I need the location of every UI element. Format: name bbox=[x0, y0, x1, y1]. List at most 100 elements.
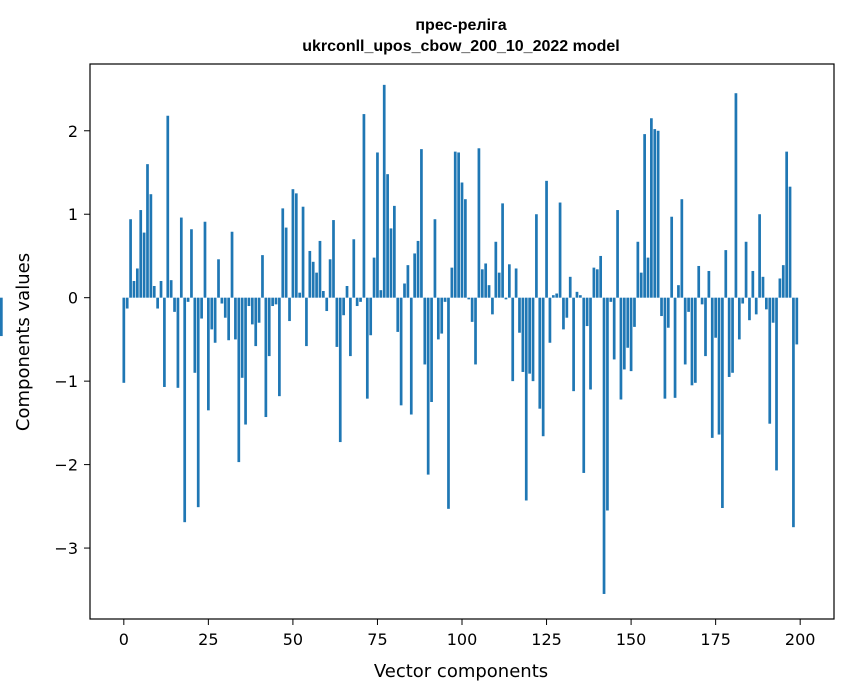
bar bbox=[0, 297, 3, 337]
bar bbox=[430, 297, 433, 402]
bar bbox=[288, 297, 291, 322]
bar bbox=[643, 134, 646, 298]
bar bbox=[778, 278, 782, 298]
bar bbox=[531, 297, 535, 382]
bar bbox=[156, 297, 159, 309]
bar bbox=[443, 297, 447, 302]
x-axis-ticks: 0 25 50 75 100 125 150 175 200 bbox=[119, 619, 815, 649]
bar bbox=[761, 276, 765, 298]
bars-group bbox=[0, 84, 799, 594]
bar bbox=[744, 241, 748, 298]
bar bbox=[433, 219, 437, 298]
bar bbox=[595, 269, 599, 298]
bar bbox=[717, 297, 721, 435]
bar bbox=[352, 239, 356, 298]
bar bbox=[548, 297, 552, 343]
bar bbox=[535, 214, 538, 298]
bar bbox=[470, 297, 474, 322]
bar bbox=[359, 297, 362, 302]
bar bbox=[727, 297, 731, 377]
bar bbox=[474, 297, 477, 365]
bar bbox=[660, 297, 663, 317]
x-tick-label: 0 bbox=[119, 630, 129, 649]
bar bbox=[710, 297, 714, 438]
bar bbox=[626, 297, 630, 348]
bar bbox=[308, 250, 312, 298]
bar bbox=[190, 229, 193, 298]
bar bbox=[545, 180, 548, 298]
bar bbox=[616, 210, 619, 298]
bar bbox=[274, 297, 278, 305]
bar bbox=[585, 297, 589, 327]
bar bbox=[467, 297, 471, 300]
bar bbox=[666, 297, 670, 328]
bar bbox=[146, 164, 149, 298]
bar bbox=[491, 297, 494, 315]
bar bbox=[480, 269, 484, 298]
bar bbox=[673, 297, 677, 398]
bar bbox=[139, 210, 143, 298]
bar bbox=[291, 189, 295, 298]
bar bbox=[355, 297, 359, 307]
bar bbox=[579, 295, 582, 298]
bar bbox=[731, 297, 734, 373]
bar bbox=[399, 297, 403, 406]
bar bbox=[436, 297, 440, 340]
bar bbox=[629, 297, 633, 372]
bar bbox=[484, 263, 488, 298]
x-tick-label: 150 bbox=[616, 630, 647, 649]
bar bbox=[186, 297, 190, 302]
bar bbox=[372, 257, 376, 298]
bar bbox=[237, 297, 241, 463]
x-tick-label: 75 bbox=[367, 630, 387, 649]
bar bbox=[765, 297, 768, 310]
bar bbox=[396, 297, 400, 332]
bar bbox=[142, 232, 146, 298]
bar bbox=[721, 297, 724, 508]
bar bbox=[338, 297, 342, 443]
bar bbox=[457, 152, 460, 298]
y-tick-label: 0 bbox=[68, 289, 78, 308]
bar bbox=[599, 255, 603, 298]
bar bbox=[420, 149, 423, 298]
bar bbox=[494, 241, 498, 298]
bar bbox=[413, 253, 417, 298]
bar bbox=[582, 297, 586, 473]
bar bbox=[342, 297, 345, 316]
bar bbox=[734, 93, 738, 298]
bar bbox=[609, 297, 613, 302]
bar bbox=[555, 293, 559, 298]
bar bbox=[298, 292, 302, 298]
bar bbox=[369, 297, 373, 336]
bar bbox=[281, 208, 285, 298]
bar bbox=[406, 265, 410, 298]
bar bbox=[775, 297, 778, 471]
bar bbox=[622, 297, 626, 370]
bar bbox=[345, 286, 349, 298]
bar bbox=[247, 297, 251, 307]
bar bbox=[690, 297, 694, 386]
bar bbox=[305, 297, 308, 347]
y-axis-label: Components values bbox=[13, 253, 34, 431]
x-tick-label: 50 bbox=[283, 630, 303, 649]
x-axis-label: Vector components bbox=[374, 661, 548, 682]
bar bbox=[261, 255, 264, 298]
y-axis-ticks: −3 −2 −1 0 1 2 bbox=[54, 122, 90, 558]
bar bbox=[589, 297, 592, 390]
bar bbox=[680, 199, 684, 298]
bar bbox=[687, 297, 690, 312]
bar bbox=[518, 297, 521, 333]
bar bbox=[504, 297, 508, 300]
bar bbox=[220, 297, 224, 304]
y-tick-label: −1 bbox=[54, 372, 78, 391]
bar bbox=[704, 297, 707, 357]
bar bbox=[132, 280, 136, 298]
bar bbox=[365, 297, 369, 399]
bar bbox=[393, 205, 396, 298]
bar bbox=[751, 270, 755, 298]
bar bbox=[223, 297, 227, 318]
bar bbox=[528, 297, 531, 374]
bar bbox=[707, 270, 711, 298]
bar bbox=[227, 297, 231, 341]
bar bbox=[129, 219, 132, 298]
